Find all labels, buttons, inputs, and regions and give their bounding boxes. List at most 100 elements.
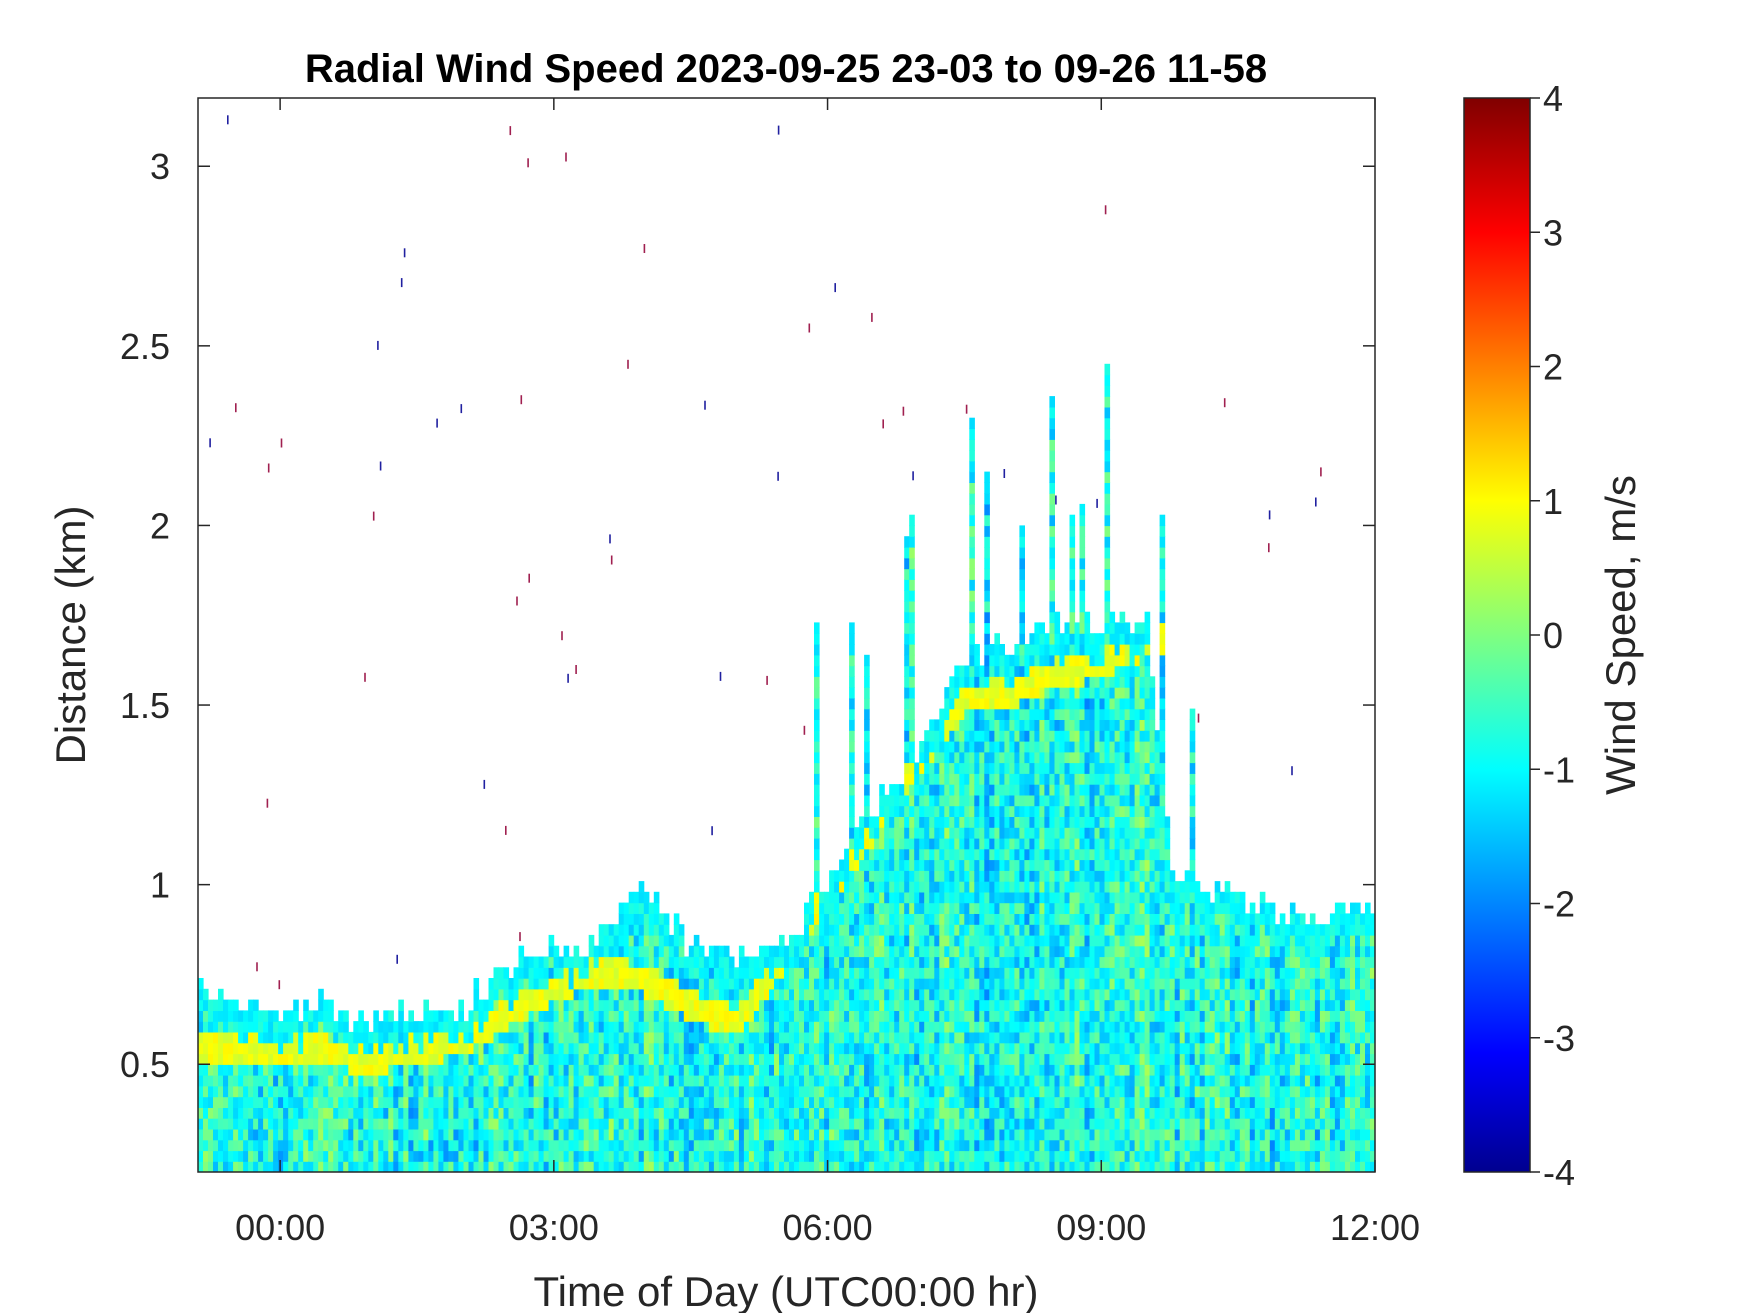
- heatmap-cell: [994, 1150, 1000, 1162]
- heatmap-cell: [693, 1139, 700, 1152]
- heatmap-cell: [1064, 1021, 1071, 1033]
- heatmap-cell: [578, 1150, 585, 1162]
- heatmap-cell: [588, 1085, 595, 1098]
- heatmap-cell: [713, 988, 720, 1001]
- heatmap-cell: [488, 1107, 495, 1119]
- heatmap-cell: [323, 1010, 329, 1022]
- heatmap-cell: [884, 999, 890, 1011]
- heatmap-cell: [428, 1021, 434, 1033]
- heatmap-cell: [879, 1096, 885, 1108]
- heatmap-cell: [568, 1096, 575, 1108]
- heatmap-cell: [348, 1107, 354, 1119]
- heatmap-cell: [488, 1021, 495, 1033]
- heatmap-cell: [849, 1042, 855, 1055]
- heatmap-cell: [919, 1053, 925, 1065]
- heatmap-cell: [774, 1053, 780, 1065]
- heatmap-cell: [759, 1085, 765, 1098]
- heatmap-cell: [473, 978, 480, 990]
- heatmap-cell: [613, 1085, 620, 1098]
- heatmap-cell: [844, 945, 850, 958]
- heatmap-cell: [924, 827, 930, 839]
- heatmap-cell: [723, 1150, 730, 1162]
- heatmap-cell: [1044, 837, 1050, 850]
- heatmap-cell: [198, 1042, 204, 1055]
- heatmap-cell: [733, 1053, 740, 1065]
- heatmap-cell: [203, 1107, 209, 1119]
- heatmap-cell: [1074, 924, 1081, 936]
- heatmap-cell: [879, 924, 885, 936]
- heatmap-cell: [984, 503, 990, 516]
- heatmap-cell: [1019, 525, 1025, 537]
- heatmap-cell: [934, 1021, 940, 1033]
- heatmap-cell: [678, 1010, 685, 1022]
- heatmap-cell: [468, 1021, 475, 1033]
- heatmap-cell: [1079, 751, 1086, 764]
- heatmap-cell: [914, 902, 920, 914]
- heatmap-cell: [1039, 978, 1045, 990]
- heatmap-cell: [999, 902, 1005, 914]
- heatmap-cell: [814, 773, 820, 785]
- heatmap-cell: [869, 967, 875, 979]
- heatmap-cell: [228, 1053, 234, 1065]
- heatmap-cell: [1004, 687, 1010, 699]
- heatmap-cell: [819, 1161, 825, 1172]
- heatmap-cell: [799, 945, 805, 958]
- heatmap-cell: [408, 1150, 414, 1162]
- heatmap-cell: [693, 1150, 700, 1162]
- heatmap-cell: [513, 1107, 520, 1119]
- heatmap-cell: [994, 654, 1000, 667]
- heatmap-cell: [1104, 934, 1111, 947]
- heatmap-cell: [829, 999, 835, 1011]
- heatmap-cell: [533, 1107, 540, 1119]
- heatmap-cell: [718, 1139, 725, 1152]
- heatmap-cell: [673, 1139, 680, 1152]
- heatmap-cell: [854, 837, 860, 850]
- heatmap-cell: [1089, 999, 1096, 1011]
- heatmap-cell: [964, 1031, 970, 1044]
- heatmap-cell: [904, 1075, 910, 1087]
- heatmap-cell: [263, 1118, 269, 1130]
- heatmap-cell: [748, 1064, 755, 1076]
- heatmap-cell: [1079, 1021, 1086, 1033]
- heatmap-cell: [939, 719, 945, 731]
- heatmap-cell: [1059, 816, 1066, 828]
- heatmap-cell: [1079, 827, 1086, 839]
- heatmap-cell: [563, 945, 570, 958]
- heatmap-cell: [243, 1031, 249, 1044]
- heatmap-cell: [703, 978, 710, 990]
- heatmap-cell: [864, 1128, 870, 1141]
- heatmap-cell: [1089, 708, 1096, 720]
- heatmap-cell: [498, 1161, 505, 1172]
- heatmap-cell: [944, 967, 950, 979]
- heatmap-cell: [959, 665, 965, 677]
- heatmap-cell: [1094, 687, 1101, 699]
- heatmap-cell: [854, 1010, 860, 1022]
- heatmap-cell: [553, 1085, 560, 1098]
- heatmap-cell: [643, 902, 650, 914]
- heatmap-cell: [1094, 654, 1101, 667]
- heatmap-cell: [1059, 654, 1066, 667]
- heatmap-cell: [1104, 1042, 1111, 1055]
- heatmap-cell: [1014, 1139, 1020, 1152]
- heatmap-cell: [1044, 1075, 1050, 1087]
- heatmap-cell: [268, 1096, 274, 1108]
- heatmap-cell: [213, 1021, 219, 1033]
- heatmap-cell: [944, 1042, 950, 1055]
- heatmap-cell: [1054, 654, 1061, 667]
- heatmap-cell: [1079, 525, 1086, 537]
- heatmap-cell: [218, 1096, 224, 1108]
- heatmap-cell: [228, 1075, 234, 1087]
- heatmap-cell: [528, 1161, 535, 1172]
- heatmap-cell: [1094, 945, 1101, 958]
- heatmap-cell: [1049, 999, 1055, 1011]
- heatmap-cell: [984, 837, 990, 850]
- heatmap-cell: [208, 1021, 214, 1033]
- heatmap-cell: [288, 1139, 294, 1152]
- heatmap-cell: [1064, 967, 1071, 979]
- heatmap-cell: [964, 945, 970, 958]
- heatmap-cell: [904, 773, 910, 785]
- heatmap-cell: [653, 1085, 660, 1098]
- heatmap-cell: [1039, 891, 1045, 904]
- heatmap-cell: [769, 956, 775, 968]
- heatmap-cell: [543, 1139, 550, 1152]
